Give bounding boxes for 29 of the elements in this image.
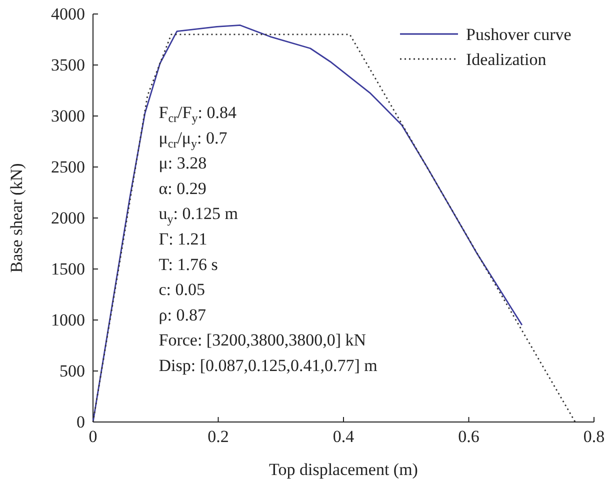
- y-tick-label: 2000: [51, 208, 85, 228]
- legend-label: Idealization: [466, 50, 547, 69]
- y-tick-label: 1000: [51, 310, 85, 330]
- annotation: μ$_{cr}$/μ$_{y}$: 0.7: [158, 128, 228, 150]
- annotation: ρ: 0.87: [158, 305, 206, 324]
- annotation: T: 1.76 s: [158, 254, 218, 274]
- y-tick-label: 2500: [51, 157, 85, 176]
- x-tick-label: 0: [88, 427, 98, 446]
- y-tick-label: 0: [76, 412, 85, 432]
- legend-label: Pushover curve: [466, 25, 572, 44]
- annotation: μ: 3.28: [158, 154, 207, 173]
- annotation: α: 0.29: [158, 178, 206, 198]
- x-tick-label: 0.8: [583, 427, 605, 446]
- annotation: u$_{y}$: 0.125 m: [158, 204, 238, 226]
- annotation: Γ: 1.21: [158, 230, 208, 248]
- annotation: F$_{cr}$/F$_{y}$: 0.84: [158, 103, 237, 125]
- x-tick-label: 0.4: [332, 427, 355, 446]
- y-tick-label: 3500: [51, 55, 85, 74]
- y-tick-label: 3000: [51, 106, 85, 126]
- annotation: Force: [3200,3800,3800,0] kN: [158, 330, 366, 350]
- y-tick-label: 1500: [51, 259, 85, 278]
- x-tick-label: 0.2: [208, 427, 229, 446]
- annotation: Disp: [0.087,0.125,0.41,0.77] m: [158, 356, 378, 375]
- annotation: c: 0.05: [158, 280, 206, 300]
- y-axis-title: Base shear (kN): [7, 163, 26, 273]
- x-axis-title: Top displacement (m): [269, 460, 418, 479]
- x-tick-label: 0.6: [458, 427, 480, 446]
- y-tick-label: 4000: [51, 4, 85, 24]
- y-tick-label: 500: [60, 361, 85, 380]
